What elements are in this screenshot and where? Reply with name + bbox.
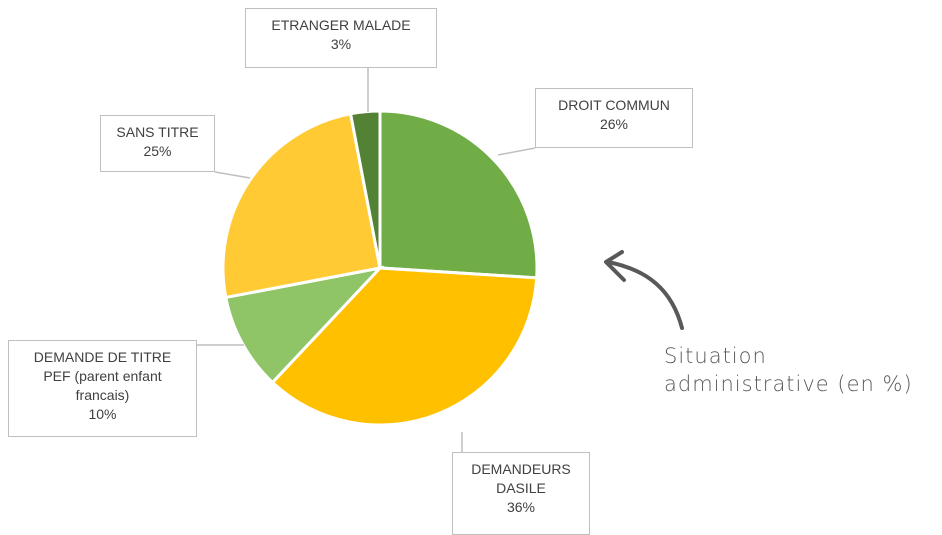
category-label: DEMANDE DE TITRE PEF (parent enfant fran…: [33, 349, 172, 403]
value-label: 36%: [506, 499, 536, 515]
arrow: [606, 260, 684, 330]
value-label: 26%: [599, 116, 629, 132]
data-label: ETRANGER MALADE 3%: [245, 8, 437, 68]
pie-slice: [270, 266, 539, 427]
category-label: ETRANGER MALADE: [271, 17, 411, 33]
value-label: 10%: [88, 406, 117, 422]
value-label: 25%: [143, 143, 172, 159]
data-label: DROIT COMMUN 26%: [535, 88, 693, 148]
data-label: SANS TITRE 25%: [100, 115, 215, 172]
value-label: 3%: [330, 36, 352, 52]
data-label: DEMANDEURS DASILE 36%: [452, 452, 590, 535]
category-label: DROIT COMMUN: [558, 97, 670, 113]
data-label: DEMANDE DE TITRE PEF (parent enfant fran…: [8, 340, 197, 437]
pie-slice: [378, 109, 539, 280]
annotation: Situation administrative (en %): [664, 344, 913, 396]
arrow-head: [604, 250, 626, 282]
pie-slice: [224, 265, 385, 385]
leader-line: [497, 147, 536, 156]
pie-slice: [221, 112, 382, 300]
leader-line: [214, 171, 251, 179]
category-label: DEMANDEURS DASILE: [471, 461, 571, 496]
category-label: SANS TITRE: [116, 124, 199, 140]
pie-slice: [348, 109, 382, 269]
